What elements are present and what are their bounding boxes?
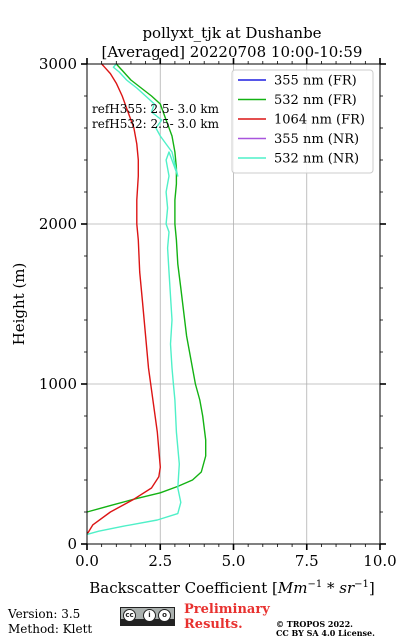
- legend-label: 532 nm (NR): [274, 152, 359, 167]
- copyright-line1: © TROPOS 2022.: [276, 619, 353, 629]
- x-tick-label: 2.5: [148, 552, 172, 570]
- y-tick-label: 2000: [39, 215, 77, 233]
- x-tick-label: 7.5: [295, 552, 319, 570]
- legend-label: 532 nm (FR): [274, 93, 357, 108]
- y-tick-label: 0: [67, 535, 77, 553]
- preliminary-line1: Preliminary: [184, 602, 270, 617]
- x-axis-label-text: Backscatter Coefficient [: [89, 579, 278, 597]
- axis-ticks: [81, 58, 386, 550]
- tick-labels: 0.0 2.5 5.0 7.5 10.0 0 1000 2000 3000: [39, 55, 397, 570]
- y-axis-label: Height (m): [10, 263, 28, 346]
- cc-license-logo: cc i o: [120, 607, 175, 626]
- x-tick-label: 0.0: [75, 552, 99, 570]
- preliminary-results-notice: Preliminary Results.: [184, 602, 270, 632]
- version-text: Version: 3.5: [8, 607, 81, 621]
- plot-frame: [86, 63, 381, 545]
- x-axis-label: Backscatter Coefficient [Mm−1 * sr−1]: [89, 579, 374, 597]
- x-axis-label-exp2: −1: [354, 579, 369, 590]
- legend-label: 1064 nm (FR): [274, 113, 365, 128]
- x-axis-label-end: ]: [369, 579, 375, 597]
- annotation-refh355: refH355: 2.5- 3.0 km: [92, 102, 220, 116]
- x-tick-label: 5.0: [222, 552, 246, 570]
- preliminary-line2: Results.: [184, 617, 243, 632]
- series-lines: [86, 63, 207, 536]
- cc-icon: cc: [123, 609, 136, 622]
- series-line: [86, 63, 162, 535]
- series-line: [86, 63, 182, 536]
- legend-label: 355 nm (NR): [274, 132, 359, 147]
- x-axis-label-unit: Mm: [277, 579, 308, 597]
- y-tick-label: 1000: [39, 375, 77, 393]
- sa-icon: o: [158, 609, 171, 622]
- x-axis-label-exp1: −1: [307, 579, 322, 590]
- legend-label: 355 nm (FR): [274, 74, 357, 89]
- annotation-refh532: refH532: 2.5- 3.0 km: [92, 117, 220, 131]
- legend: 355 nm (FR) 532 nm (FR) 1064 nm (FR) 355 nm…: [231, 69, 374, 174]
- by-icon: i: [143, 609, 156, 622]
- y-tick-label: 3000: [39, 55, 77, 73]
- x-axis-label-unit2: sr: [339, 579, 355, 597]
- x-tick-label: 10.0: [363, 552, 396, 570]
- chart-title-line2: [Averaged] 20220708 10:00-10:59: [102, 43, 363, 61]
- series-line: [86, 63, 207, 513]
- chart-title-line1: pollyxt_tjk at Dushanbe: [142, 24, 321, 42]
- method-text: Method: Klett: [8, 622, 93, 636]
- copyright-line2: CC BY SA 4.0 License.: [276, 628, 375, 638]
- legend-box: [231, 69, 374, 174]
- x-axis-label-mid: *: [322, 579, 339, 597]
